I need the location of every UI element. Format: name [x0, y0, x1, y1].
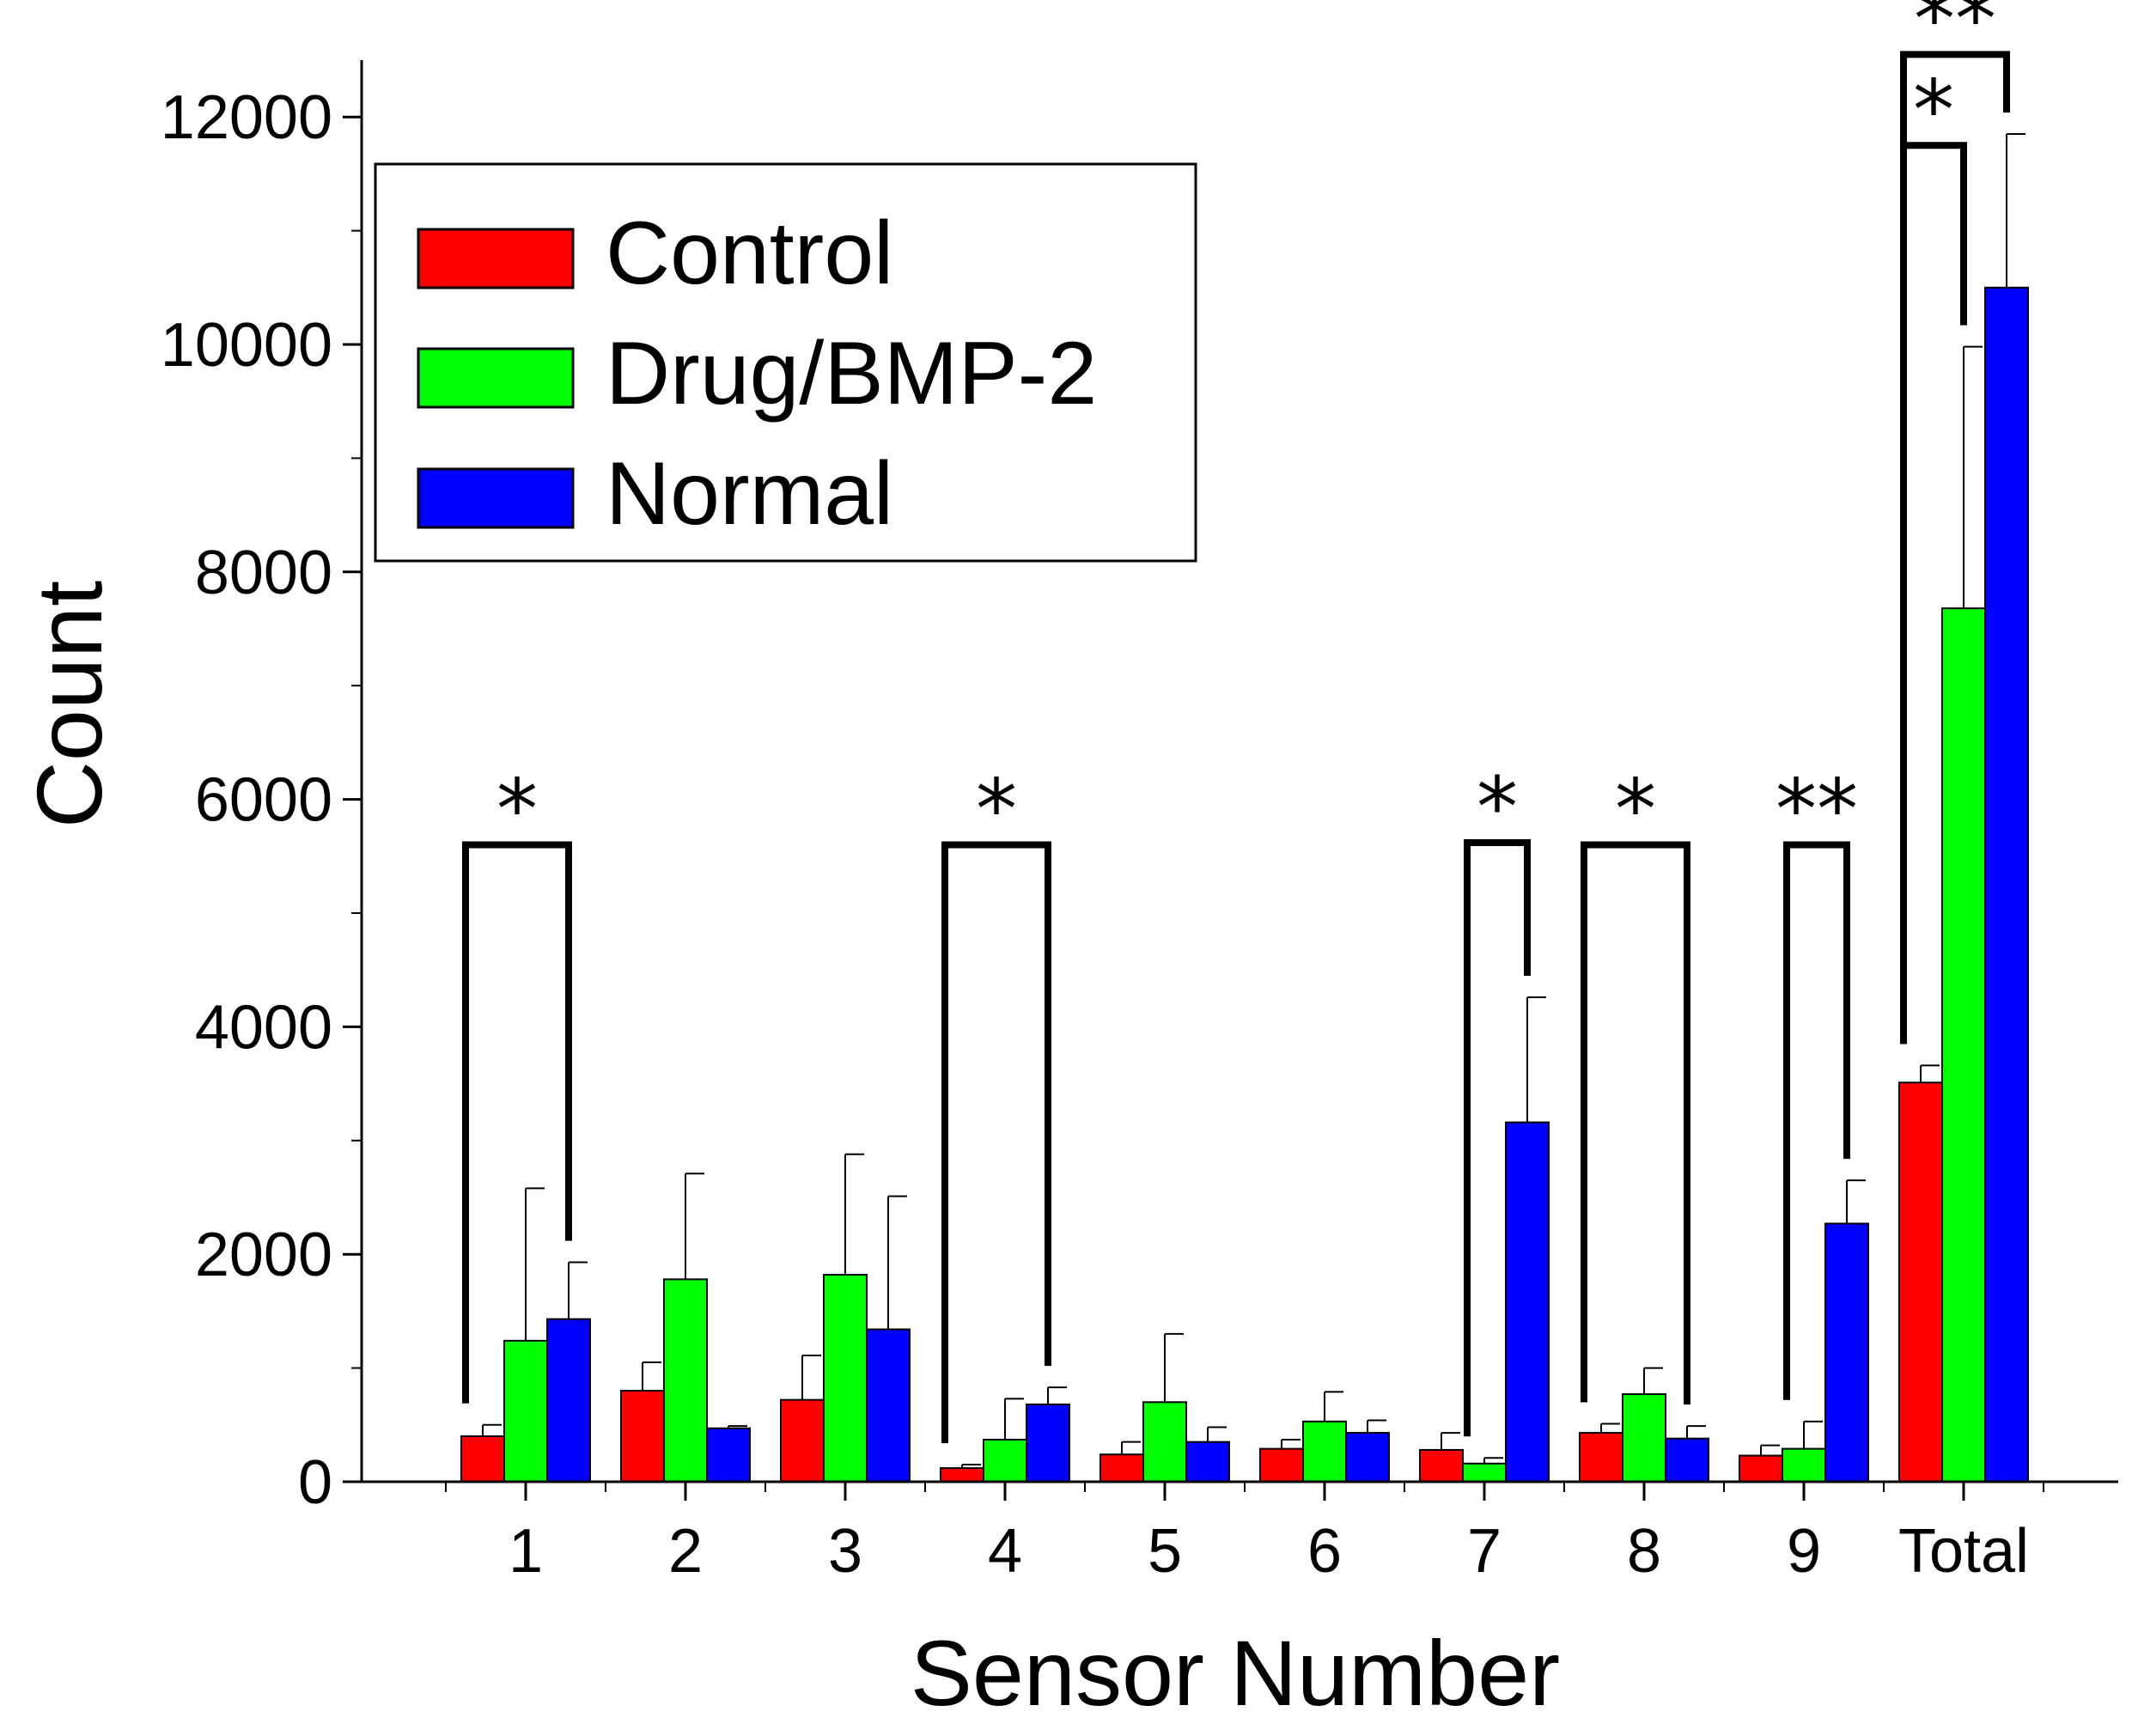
significance-annotations: * * * * *****: [462, 0, 2010, 1444]
y-tick-label-2000: 2000: [195, 1221, 332, 1289]
bar-control-7: [1419, 1448, 1464, 1483]
bar-normal-3: [866, 1328, 911, 1483]
y-axis-title: Count: [17, 581, 121, 828]
bar-control-1: [460, 1435, 505, 1483]
sig-bracket-8-control-vs-normal: [1581, 841, 1690, 1405]
bar-control-9: [1739, 1454, 1783, 1483]
x-tick-label-total: Total: [1898, 1517, 2029, 1586]
y-tick-label-6000: 6000: [195, 766, 332, 835]
sig-label-1-control-vs-normal: *: [496, 762, 538, 858]
legend-swatch-normal: [417, 467, 575, 529]
sig-bracket-4-control-vs-normal: [941, 841, 1051, 1444]
bar-normal-6: [1345, 1432, 1390, 1483]
legend-label-control: Control: [606, 204, 893, 303]
bar-control-5: [1100, 1453, 1144, 1483]
y-tick-label-8000: 8000: [195, 539, 332, 607]
y-tick-label-10000: 10000: [161, 311, 332, 380]
bar-drug-bmp-2-6: [1302, 1420, 1347, 1483]
bar-drug-bmp-2-1: [503, 1339, 548, 1483]
x-tick-label-3: 3: [828, 1517, 862, 1586]
legend-entry-normal: Normal: [417, 444, 893, 544]
legend-swatch-drug-bmp2: [417, 347, 575, 409]
bar-control-4: [940, 1467, 984, 1483]
bar-normal-total: [1984, 286, 2029, 1483]
sig-label-total-control-vs-drug-bmp-2: *: [1913, 62, 1954, 158]
bar-normal-1: [546, 1318, 591, 1483]
x-tick-label-6: 6: [1307, 1517, 1342, 1586]
y-tick-label-4000: 4000: [195, 993, 332, 1062]
bar-control-6: [1259, 1447, 1304, 1483]
bar-normal-5: [1185, 1441, 1230, 1483]
bar-drug-bmp-2-2: [663, 1278, 708, 1483]
legend-label-drug-bmp2: Drug/BMP-2: [606, 324, 1097, 423]
x-tick-label-8: 8: [1627, 1517, 1661, 1586]
legend-swatch-control: [417, 228, 575, 289]
legend-entry-drug-bmp2: Drug/BMP-2: [417, 324, 1097, 423]
bar-drug-bmp-2-total: [1941, 607, 1986, 1483]
legend-entry-control: Control: [417, 204, 893, 303]
bar-drug-bmp-2-7: [1462, 1462, 1507, 1483]
y-tick-label-0: 0: [298, 1448, 332, 1517]
bar-control-2: [620, 1390, 665, 1483]
bar-control-3: [780, 1398, 825, 1483]
sig-bracket-7-drug-bmp-2-vs-normal: [1464, 838, 1531, 1437]
x-tick-label-4: 4: [988, 1517, 1022, 1586]
legend-label-normal: Normal: [606, 444, 893, 544]
sig-label-7-drug-bmp-2-vs-normal: *: [1477, 759, 1518, 856]
bar-drug-bmp-2-8: [1622, 1393, 1666, 1483]
sig-label-9-drug-bmp-2-vs-normal: **: [1776, 762, 1858, 858]
sig-label-4-control-vs-normal: *: [976, 762, 1017, 858]
x-tick-label-5: 5: [1148, 1517, 1182, 1586]
sig-bracket-1-control-vs-normal: [462, 841, 572, 1404]
axes: 0 2000 4000 6000 8000 10000 12000 1 2 3 4 5 6 7 8 9 Tota…: [161, 60, 2118, 1586]
x-tick-label-1: 1: [509, 1517, 543, 1586]
sig-label-total-control-vs-normal: **: [1914, 0, 1996, 67]
bar-normal-9: [1824, 1222, 1869, 1483]
bar-drug-bmp-2-5: [1142, 1401, 1187, 1483]
sig-label-8-control-vs-normal: *: [1615, 762, 1656, 858]
x-tick-label-2: 2: [668, 1517, 703, 1586]
bar-normal-8: [1665, 1437, 1709, 1483]
bar-drug-bmp-2-4: [983, 1439, 1027, 1483]
y-tick-label-12000: 12000: [161, 83, 332, 152]
bar-drug-bmp-2-9: [1782, 1447, 1826, 1483]
sig-bracket-9-drug-bmp-2-vs-normal: [1783, 841, 1850, 1400]
sig-bracket-total-control-vs-normal: [1900, 51, 2010, 1045]
legend: Control Drug/BMP-2 Normal: [374, 162, 1197, 563]
x-tick-label-7: 7: [1467, 1517, 1502, 1586]
bar-control-8: [1579, 1432, 1623, 1483]
bar-control-total: [1898, 1081, 1943, 1483]
x-axis-title: Sensor Number: [911, 1621, 1560, 1725]
bar-normal-4: [1026, 1403, 1070, 1483]
bar-normal-7: [1505, 1121, 1550, 1483]
bar-normal-2: [706, 1427, 751, 1483]
x-tick-label-9: 9: [1787, 1517, 1821, 1586]
bar-drug-bmp-2-3: [823, 1274, 868, 1483]
plot-area: [460, 133, 2029, 1483]
